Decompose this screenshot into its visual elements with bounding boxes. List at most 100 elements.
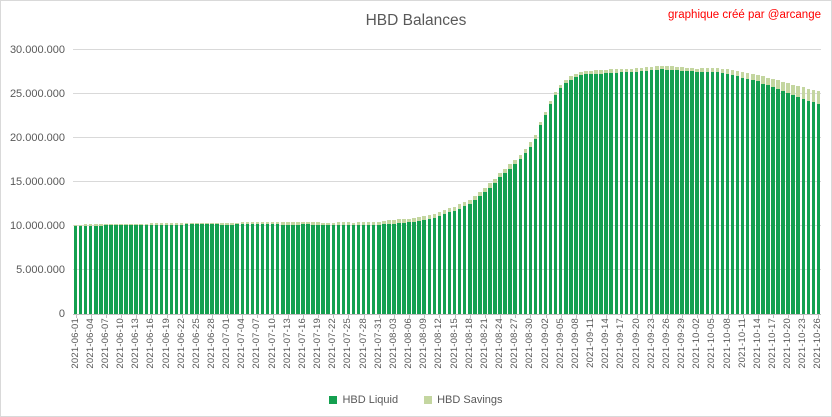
gridline [73,181,821,182]
bar-hbd-liquid [417,221,421,314]
bar-hbd-liquid [574,77,578,314]
bar-hbd-liquid [654,69,659,314]
bar-hbd-liquid [745,78,750,314]
x-tick-label: 2021-08-03 [387,318,399,369]
x-tick-label: 2021-10-17 [766,318,778,369]
bar-hbd-savings [190,223,194,225]
bar-hbd-savings [392,219,396,224]
bar-hbd-liquid [604,73,608,314]
bar-hbd-liquid [498,177,502,314]
bar-hbd-savings [624,68,629,72]
bar-hbd-liquid [751,80,755,314]
bar-hbd-liquid [649,70,654,314]
x-tick-mark [378,314,380,318]
bar-hbd-liquid [361,225,366,314]
plot-area [73,49,821,315]
bar-hbd-savings [695,68,699,73]
bar-hbd-savings [200,222,204,225]
x-tick-label: 2021-07-04 [236,318,248,369]
x-tick-mark [636,314,638,318]
bar-hbd-liquid [109,225,113,314]
bar-hbd-liquid [533,138,538,314]
bar-hbd-liquid [286,224,290,314]
bar-hbd-savings [801,87,806,100]
bar-hbd-savings [331,222,336,226]
bar-hbd-savings [599,70,603,74]
bar-hbd-savings [654,66,659,70]
bar-hbd-savings [553,92,558,96]
bar-hbd-savings [634,68,639,72]
bar-hbd-savings [245,222,250,225]
bar-hbd-savings [609,69,614,73]
bar-hbd-savings [427,215,432,219]
bar-hbd-savings [397,219,401,224]
bar-hbd-savings [296,222,300,225]
bar-hbd-savings [195,222,199,225]
x-tick-label: 2021-10-08 [721,318,733,369]
bar-hbd-savings [377,221,381,225]
bar-hbd-liquid [629,71,634,314]
bar-hbd-savings [725,68,730,74]
bar-hbd-savings [816,90,821,104]
bar-hbd-liquid [584,74,588,314]
bar-hbd-liquid [776,89,780,314]
x-tick-label: 2021-09-11 [585,318,597,368]
bar-hbd-savings [235,222,240,225]
bar-hbd-liquid [280,224,285,314]
bar-hbd-savings [432,213,437,218]
bar-hbd-liquid [114,225,118,314]
bar-hbd-liquid [366,224,371,314]
x-tick-mark [560,314,562,318]
y-tick-label: 0 [58,308,65,320]
bar-hbd-liquid [296,224,300,314]
x-tick-label: 2021-08-21 [478,318,490,369]
bar-hbd-savings [558,85,563,89]
bar-hbd-savings [639,67,644,72]
bar-hbd-savings [705,67,710,72]
bar-hbd-savings [675,66,679,71]
bar-hbd-savings [665,65,669,70]
x-tick-label: 2021-09-20 [630,318,642,369]
bar-hbd-liquid [245,224,250,314]
bar-hbd-savings [346,222,351,226]
bar-hbd-liquid [265,224,270,314]
bar-hbd-savings [260,221,265,224]
x-tick-label: 2021-09-08 [569,318,581,369]
y-tick-label: 25.000.000 [9,88,65,100]
x-tick-mark [772,314,774,318]
x-tick-label: 2021-06-19 [160,318,172,369]
bar-hbd-liquid [442,214,447,314]
bar-hbd-savings [720,68,725,74]
bar-hbd-savings [513,160,517,165]
bar-hbd-liquid [761,83,765,314]
y-tick-label: 15.000.000 [9,176,65,188]
x-tick-label: 2021-06-28 [205,318,217,369]
x-tick-mark [333,314,335,318]
x-tick-mark [363,314,365,318]
bar-hbd-liquid [478,196,482,314]
bar-hbd-savings [473,196,477,201]
bar-hbd-savings [361,222,366,226]
bar-hbd-liquid [119,225,123,314]
bar-hbd-liquid [422,220,427,314]
x-tick-mark [121,314,122,318]
bar-hbd-savings [336,222,341,225]
bar-hbd-liquid [569,79,573,314]
bar-hbd-savings [407,218,411,223]
x-tick-mark [242,314,244,318]
bar-hbd-savings [533,134,538,139]
bar-hbd-liquid [291,224,295,314]
bar-hbd-savings [387,220,391,224]
bar-hbd-savings [690,67,694,72]
bar-hbd-liquid [720,73,725,314]
bar-hbd-liquid [483,192,487,314]
bar-hbd-savings [265,221,270,225]
x-tick-mark [348,314,350,318]
x-tick-mark [409,314,411,318]
x-tick-label: 2021-08-24 [494,318,506,369]
x-tick-label: 2021-10-11 [736,318,748,368]
x-tick-mark [257,314,259,318]
bar-hbd-liquid [99,225,103,314]
bar-hbd-liquid [811,102,816,314]
x-tick-mark [90,314,92,318]
